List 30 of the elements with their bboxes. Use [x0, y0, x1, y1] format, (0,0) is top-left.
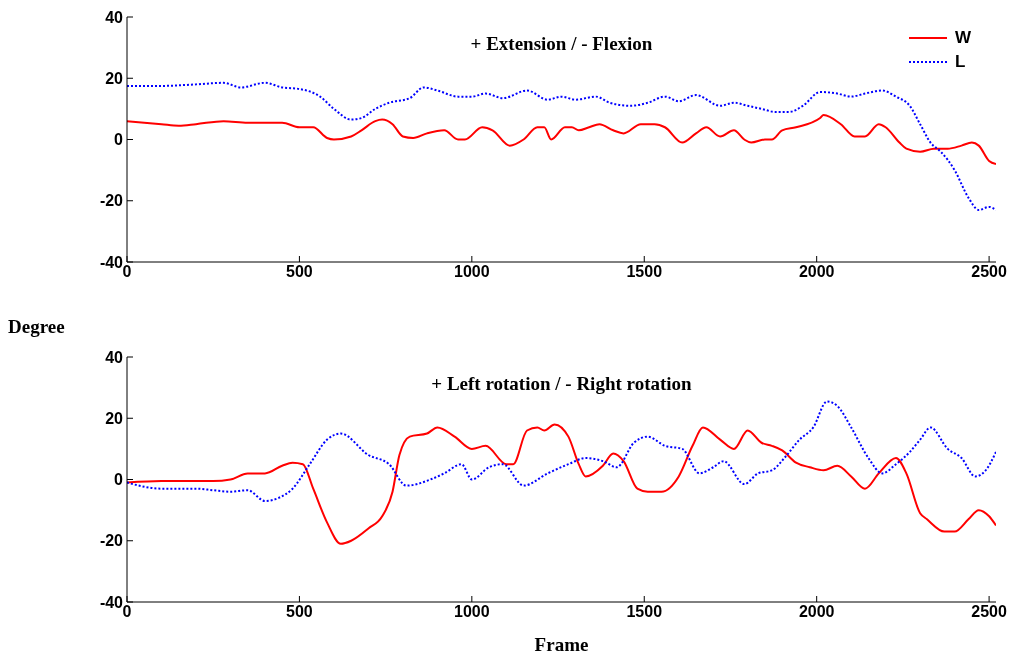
legend-label: L — [954, 52, 966, 72]
x-tick-label: 2500 — [971, 263, 1007, 281]
x-tick-label: 1500 — [626, 603, 663, 621]
text: + Left rotation / - Right rotation — [430, 373, 693, 395]
y-tick-label: -20 — [99, 192, 124, 210]
x-tick-label: 1000 — [454, 603, 490, 621]
x-axis-title: Frame — [533, 634, 590, 655]
y-tick-label: 40 — [105, 348, 124, 366]
y-tick-label: -40 — [99, 253, 124, 271]
line-series — [127, 81, 996, 211]
y-axis-title: Degree — [8, 316, 65, 338]
y-tick-label: -20 — [99, 532, 124, 550]
x-tick-label: 2000 — [798, 603, 835, 621]
x-tick-label: 2000 — [798, 263, 835, 281]
x-tick-label: 500 — [286, 263, 313, 281]
y-tick-label: 20 — [105, 69, 124, 87]
x-tick-label: 2500 — [971, 603, 1007, 621]
line-series — [127, 423, 996, 545]
y-tick-label: -40 — [99, 593, 124, 611]
y-tick-label: 0 — [114, 471, 124, 489]
legend-label: W — [954, 28, 971, 48]
x-tick-label: 1000 — [454, 263, 490, 281]
text: + Extension / - Flexion — [470, 33, 653, 54]
y-tick-label: 0 — [114, 131, 124, 149]
line-series — [127, 400, 996, 502]
y-tick-label: 20 — [105, 409, 124, 427]
x-tick-label: 1500 — [626, 263, 663, 281]
x-tick-label: 500 — [286, 603, 313, 621]
y-tick-label: 40 — [105, 8, 124, 26]
line-series — [127, 114, 996, 165]
